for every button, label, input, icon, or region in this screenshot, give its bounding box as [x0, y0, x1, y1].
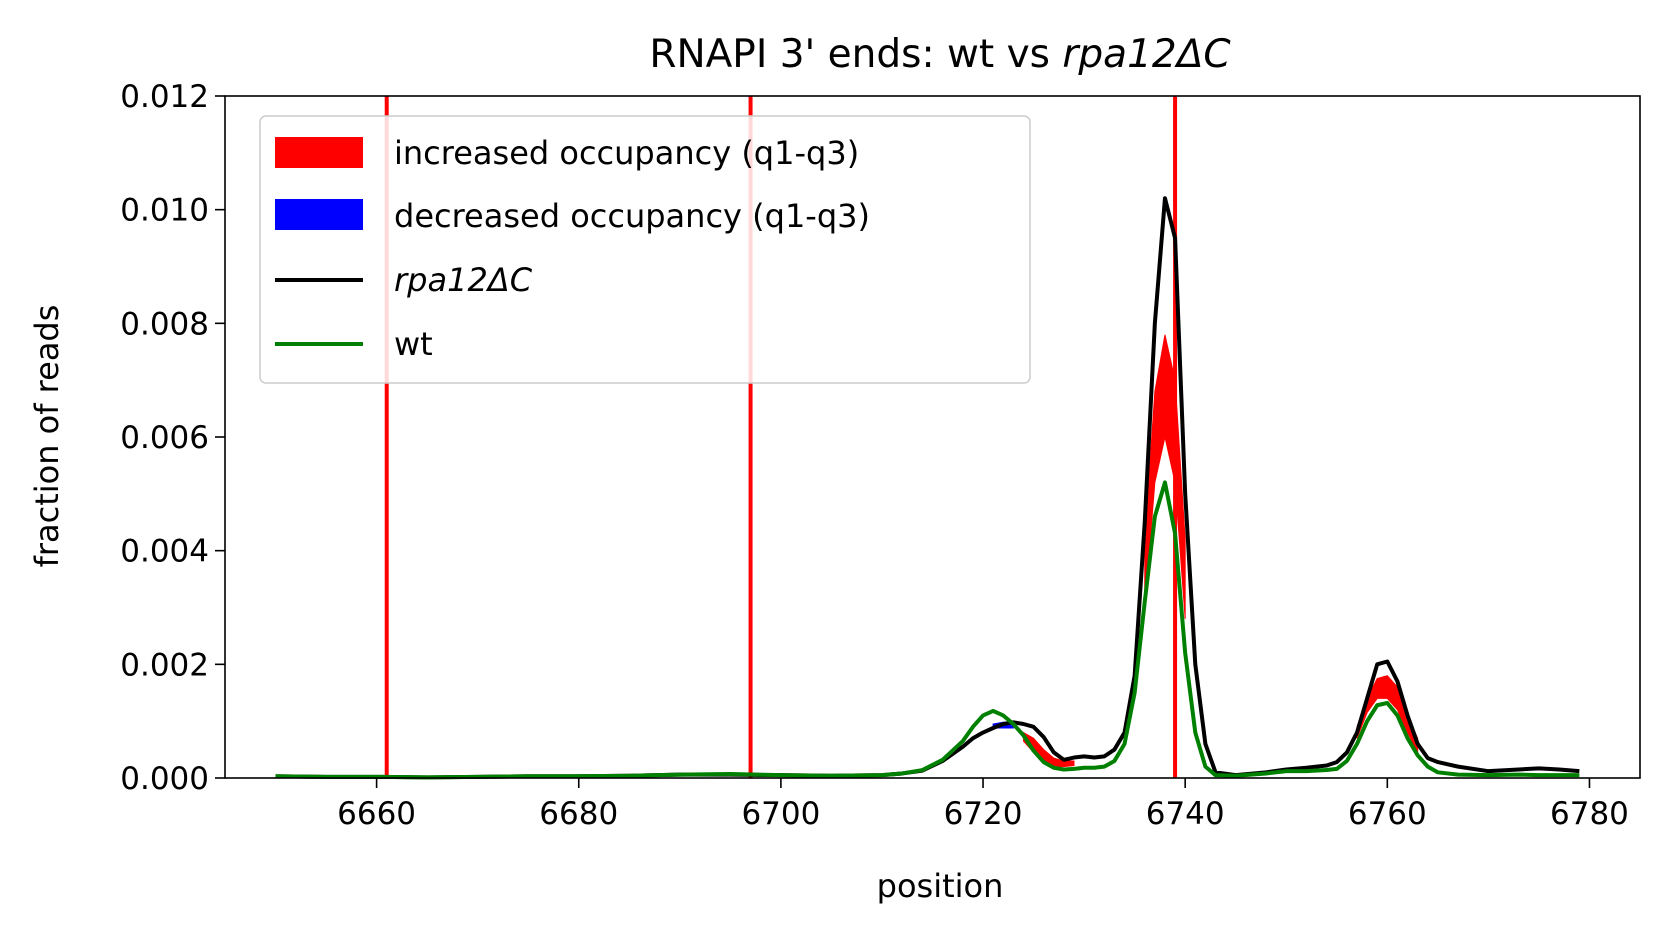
y-tick-label: 0.006: [120, 420, 209, 456]
legend-swatch-decreased: [275, 199, 363, 230]
series-line-wt: [275, 480, 1580, 780]
chart-title-main: RNAPI 3' ends: wt vs: [649, 32, 1062, 77]
legend-label-mutant: rpa12ΔC: [394, 261, 533, 299]
chart-title: RNAPI 3' ends: wt vs rpa12ΔC: [649, 32, 1231, 77]
legend-label-wt: wt: [394, 325, 433, 363]
y-axis-ticks: 0.000 0.002 0.004 0.006 0.008 0.010 0.012: [120, 79, 225, 797]
legend: increased occupancy (q1-q3) decreased oc…: [259, 115, 1031, 384]
x-tick-label: 6720: [944, 796, 1023, 832]
legend-label-mutant-italic: rpa: [394, 261, 447, 299]
chart-title-italic: rpa: [1062, 32, 1127, 77]
legend-label-increased: increased occupancy (q1-q3): [394, 134, 859, 172]
legend-swatch-increased: [275, 137, 363, 168]
x-axis-ticks: 6660 6680 6700 6720 6740 6760 6780: [337, 778, 1629, 832]
x-tick-label: 6760: [1348, 796, 1427, 832]
y-tick-label: 0.010: [120, 193, 209, 229]
y-tick-label: 0.012: [120, 79, 209, 115]
series-lines: [275, 196, 1580, 780]
y-tick-label: 0.002: [120, 647, 209, 683]
chart-title-tail: 12ΔC: [1127, 32, 1231, 77]
x-tick-label: 6660: [337, 796, 416, 832]
y-axis-label: fraction of reads: [28, 305, 66, 568]
x-tick-label: 6780: [1550, 796, 1629, 832]
x-tick-label: 6740: [1146, 796, 1225, 832]
legend-label-decreased: decreased occupancy (q1-q3): [394, 197, 870, 235]
legend-label-mutant-tail: 12ΔC: [447, 261, 533, 299]
x-axis-label: position: [877, 867, 1004, 905]
y-tick-label: 0.008: [120, 306, 209, 342]
x-tick-label: 6680: [539, 796, 618, 832]
y-tick-label: 0.000: [120, 761, 209, 797]
legend-box: [259, 115, 1031, 384]
x-tick-label: 6700: [741, 796, 820, 832]
y-tick-label: 0.004: [120, 534, 209, 570]
